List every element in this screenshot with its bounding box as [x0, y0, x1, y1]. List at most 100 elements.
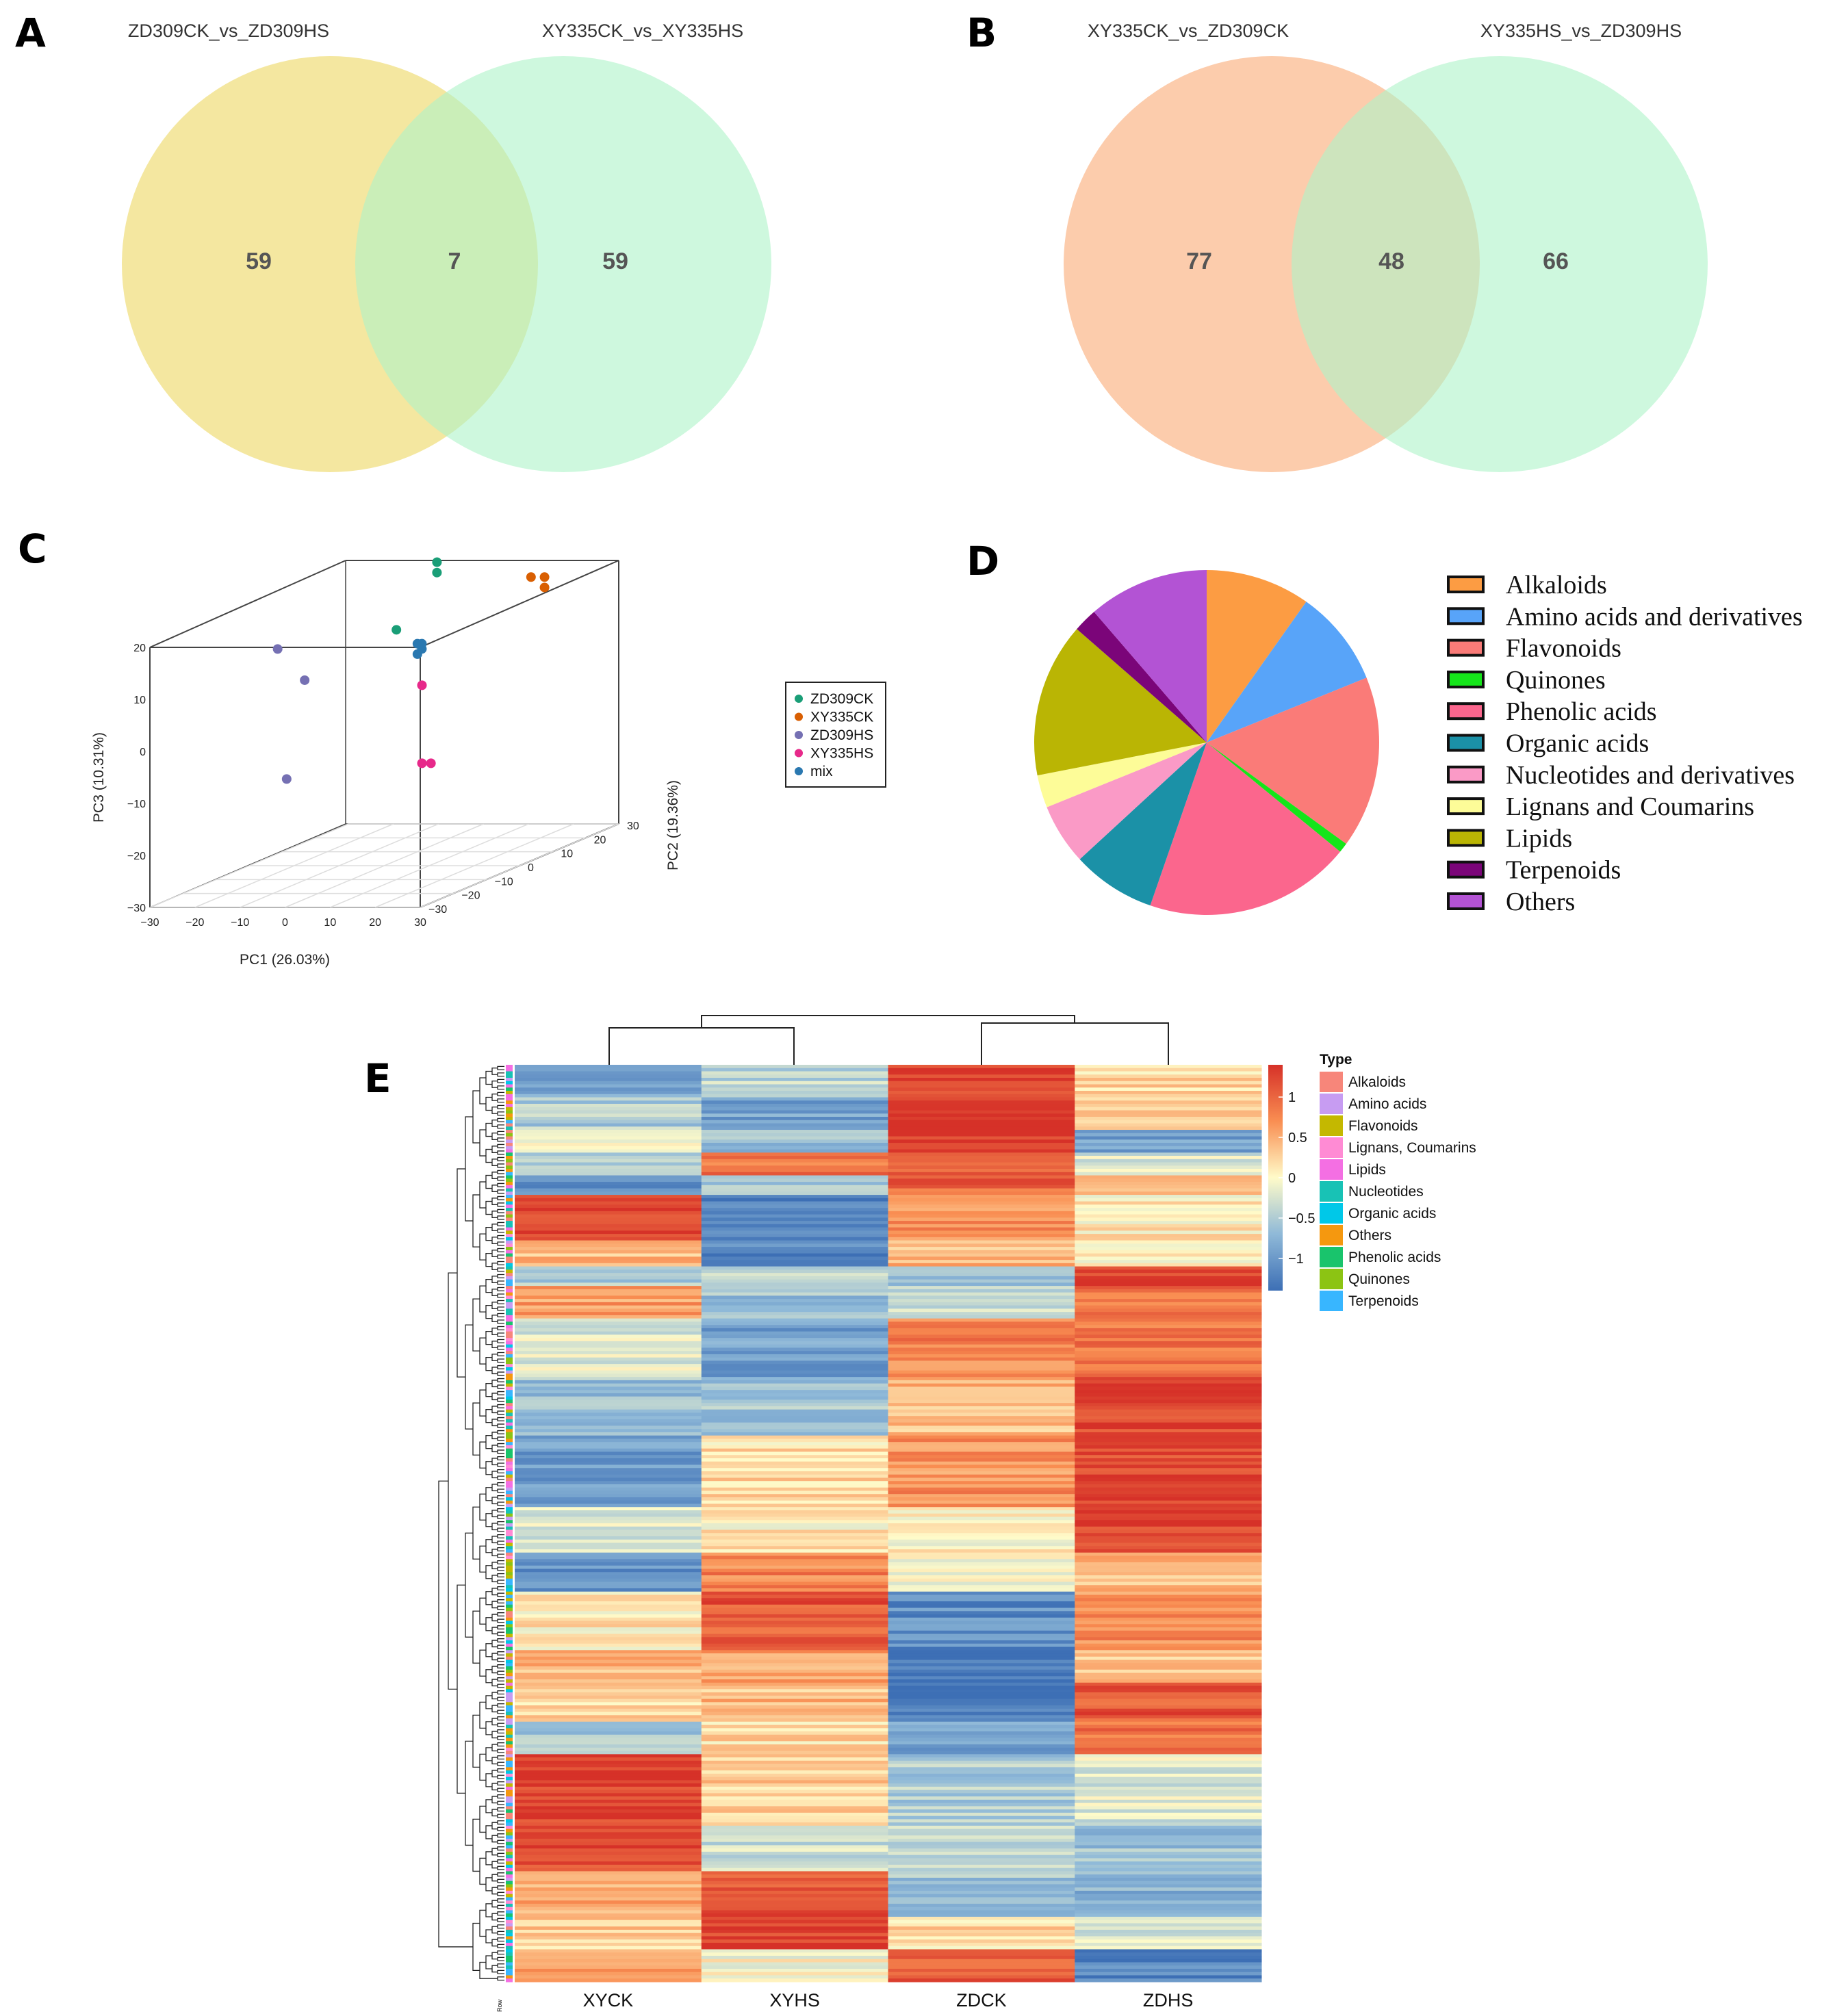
- row-dendrogram-branch: [497, 1612, 504, 1617]
- row-dendrogram-branch: [485, 1304, 492, 1319]
- panel-a-label: A: [15, 10, 46, 56]
- heatmap-cell: [515, 1913, 702, 1917]
- heatmap-cell: [701, 1864, 888, 1869]
- heatmap-cell: [515, 1305, 702, 1309]
- heatmap-cell: [888, 1669, 1075, 1674]
- row-dendrogram-branch: [497, 1800, 504, 1805]
- row-dendrogram-branch: [497, 1098, 504, 1103]
- type-strip-cell: [506, 1263, 513, 1267]
- heatmap-cell: [701, 1975, 888, 1979]
- heatmap-cell: [1075, 1416, 1262, 1420]
- type-strip-cell: [506, 1523, 513, 1527]
- heatmap-cell: [701, 1659, 888, 1664]
- heatmap-cell: [701, 1458, 888, 1462]
- heatmap-cell: [515, 1907, 702, 1911]
- heatmap-cell: [1075, 1890, 1262, 1895]
- heatmap-cell: [888, 1702, 1075, 1706]
- type-strip-cell: [506, 1260, 513, 1264]
- heatmap-cell: [515, 1835, 702, 1839]
- heatmap-cell: [1075, 1666, 1262, 1670]
- heatmap-cell: [701, 1793, 888, 1797]
- heatmap-cell: [515, 1123, 702, 1127]
- type-strip-cell: [506, 1546, 513, 1550]
- pie-legend-swatch: [1447, 734, 1485, 752]
- heatmap-cell: [1075, 1659, 1262, 1664]
- heatmap-cell: [1075, 1913, 1262, 1917]
- type-strip-cell: [506, 1682, 513, 1687]
- type-strip-cell: [506, 1146, 513, 1150]
- heatmap-cell: [888, 1357, 1075, 1362]
- heatmap-cell: [701, 1455, 888, 1459]
- heatmap-cell: [701, 1149, 888, 1153]
- heatmap-cell: [701, 1955, 888, 1960]
- heatmap-cell: [1075, 1855, 1262, 1859]
- row-dendrogram-branch: [491, 1172, 498, 1179]
- heatmap-cell: [515, 1562, 702, 1566]
- heatmap-cell: [1075, 1536, 1262, 1540]
- heatmap-cell: [888, 1949, 1075, 1953]
- heatmap-cell: [1075, 1676, 1262, 1680]
- heatmap-cell: [888, 1718, 1075, 1722]
- heatmap-cell: [1075, 1757, 1262, 1761]
- heatmap-cell: [1075, 1299, 1262, 1303]
- row-dendrogram-branch: [491, 1848, 498, 1856]
- pie-legend-swatch: [1447, 797, 1485, 816]
- heatmap-cell: [701, 1477, 888, 1482]
- pie-legend-label: Lignans and Coumarins: [1506, 792, 1754, 821]
- row-label: Row: [496, 1999, 503, 2012]
- pca-point-xy335hs: [426, 758, 436, 768]
- row-dendrogram-branch: [491, 1614, 498, 1622]
- heatmap-cell: [888, 1585, 1075, 1589]
- heatmap-cell: [515, 1718, 702, 1722]
- heatmap-cell: [888, 1442, 1075, 1446]
- type-legend-label: Organic acids: [1348, 1206, 1436, 1222]
- heatmap-cell: [515, 1295, 702, 1300]
- heatmap-cell: [1075, 1910, 1262, 1914]
- type-strip-cell: [506, 1698, 513, 1703]
- heatmap-cell: [888, 1910, 1075, 1914]
- heatmap-cell: [515, 1234, 702, 1238]
- pc2-axis-label: PC2 (19.36%): [665, 780, 681, 870]
- heatmap-cell: [515, 1500, 702, 1505]
- heatmap-cell: [1075, 1133, 1262, 1137]
- heatmap-cell: [515, 1299, 702, 1303]
- heatmap-cell: [515, 1477, 702, 1482]
- heatmap-cell: [1075, 1113, 1262, 1117]
- row-dendrogram-branch: [479, 1441, 486, 1469]
- type-legend-label: Lignans, Coumarins: [1348, 1140, 1476, 1156]
- type-strip-cell: [506, 1448, 513, 1453]
- row-dendrogram-branch: [497, 1196, 504, 1200]
- heatmap-cell: [1075, 1331, 1262, 1335]
- heatmap-cell: [888, 1487, 1075, 1492]
- heatmap-cell: [701, 1386, 888, 1391]
- heatmap-cell: [1075, 1308, 1262, 1313]
- heatmap-cell: [515, 1126, 702, 1130]
- heatmap-cell: [888, 1321, 1075, 1326]
- row-dendrogram-branch: [491, 1575, 498, 1583]
- pie-slice-nucleotides-and-derivatives: [1047, 742, 1207, 860]
- heatmap-cell: [1075, 1916, 1262, 1921]
- row-dendrogram-branch: [485, 1174, 492, 1189]
- heatmap-cell: [515, 1510, 702, 1514]
- heatmap-cell: [515, 1445, 702, 1449]
- heatmap-cell: [515, 1890, 702, 1895]
- row-dendrogram-branch: [485, 1695, 492, 1709]
- row-dendrogram-branch: [485, 1669, 492, 1683]
- heatmap-cell: [701, 1334, 888, 1339]
- heatmap-cell: [888, 1549, 1075, 1553]
- heatmap-cell: [701, 1422, 888, 1427]
- heatmap-cell: [1075, 1620, 1262, 1625]
- heatmap-cell: [888, 1227, 1075, 1231]
- heatmap-cell: [515, 1763, 702, 1768]
- heatmap-cell: [888, 1331, 1075, 1335]
- heatmap-cell: [888, 1403, 1075, 1407]
- heatmap-cell: [515, 1874, 702, 1878]
- heatmap-cell: [888, 1143, 1075, 1147]
- pca-point-zd309hs: [272, 644, 283, 654]
- pca-point-zd309ck: [432, 557, 442, 567]
- heatmap-cell: [1075, 1965, 1262, 1969]
- heatmap-cell: [888, 1802, 1075, 1807]
- heatmap-cell: [1075, 1364, 1262, 1368]
- row-dendrogram-branch: [497, 1215, 504, 1220]
